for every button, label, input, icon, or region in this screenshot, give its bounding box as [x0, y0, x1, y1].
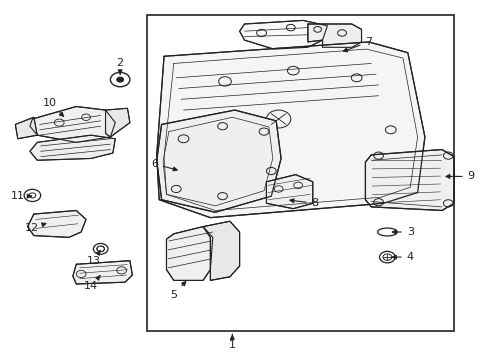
Polygon shape	[365, 149, 453, 211]
Polygon shape	[30, 135, 115, 160]
Text: 8: 8	[289, 198, 318, 208]
Polygon shape	[307, 24, 361, 47]
Polygon shape	[15, 117, 37, 139]
Polygon shape	[30, 107, 115, 142]
Text: 10: 10	[42, 98, 63, 116]
Text: 6: 6	[150, 159, 177, 171]
Polygon shape	[203, 221, 239, 280]
Polygon shape	[166, 226, 212, 280]
Polygon shape	[266, 175, 312, 209]
Text: 1: 1	[228, 334, 235, 350]
Polygon shape	[105, 108, 130, 137]
Text: 9: 9	[445, 171, 474, 181]
Text: 12: 12	[25, 223, 46, 233]
Polygon shape	[73, 261, 132, 284]
Polygon shape	[157, 110, 281, 212]
Circle shape	[117, 77, 123, 82]
Text: 14: 14	[83, 276, 100, 291]
Text: 5: 5	[170, 282, 185, 300]
Text: 4: 4	[391, 252, 413, 262]
Text: 3: 3	[391, 227, 413, 237]
Polygon shape	[239, 21, 327, 49]
Polygon shape	[27, 211, 86, 237]
Text: 11: 11	[11, 191, 31, 201]
Text: 13: 13	[86, 251, 100, 266]
Text: 2: 2	[116, 58, 123, 74]
Text: 7: 7	[343, 37, 372, 52]
Bar	[147, 15, 453, 330]
Polygon shape	[157, 42, 424, 218]
